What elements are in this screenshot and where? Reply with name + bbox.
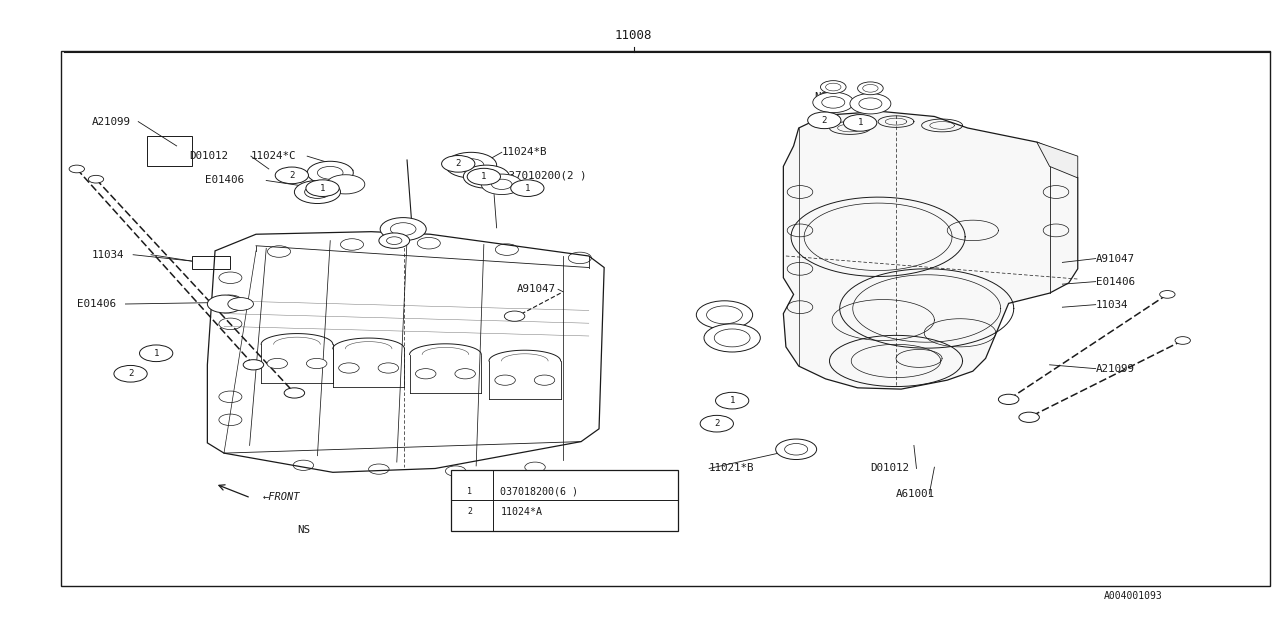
Text: E01406: E01406: [77, 299, 115, 309]
Circle shape: [1160, 291, 1175, 298]
Text: ←FRONT: ←FRONT: [262, 492, 300, 502]
Circle shape: [379, 233, 410, 248]
Circle shape: [696, 301, 753, 329]
Text: A91047: A91047: [1096, 253, 1134, 264]
Polygon shape: [1037, 142, 1078, 178]
Circle shape: [284, 388, 305, 398]
Circle shape: [820, 81, 846, 93]
Circle shape: [1175, 337, 1190, 344]
Text: 11024*B: 11024*B: [502, 147, 548, 157]
Text: 11034: 11034: [1096, 300, 1128, 310]
Circle shape: [207, 295, 243, 313]
Bar: [61, 51, 1270, 586]
Circle shape: [858, 82, 883, 95]
Circle shape: [511, 180, 544, 196]
Text: E01406: E01406: [1096, 276, 1134, 287]
Text: E01406: E01406: [205, 175, 243, 186]
Circle shape: [416, 369, 436, 379]
Text: 2: 2: [456, 159, 461, 168]
Bar: [147, 136, 192, 166]
Text: 1: 1: [154, 349, 159, 358]
Circle shape: [88, 175, 104, 183]
Circle shape: [454, 369, 475, 379]
Circle shape: [534, 375, 554, 385]
Text: 1: 1: [730, 396, 735, 405]
Circle shape: [306, 180, 339, 196]
Circle shape: [275, 167, 308, 184]
Circle shape: [378, 363, 398, 373]
Circle shape: [1019, 412, 1039, 422]
Circle shape: [456, 484, 484, 499]
Text: 1: 1: [481, 172, 486, 181]
Text: D01012: D01012: [870, 463, 909, 474]
Text: 037010200(2 ): 037010200(2 ): [502, 170, 586, 180]
Circle shape: [307, 161, 353, 184]
Text: A61001: A61001: [896, 489, 934, 499]
Text: A21099: A21099: [92, 116, 131, 127]
Circle shape: [228, 298, 253, 310]
Text: 1: 1: [858, 118, 863, 127]
Circle shape: [716, 392, 749, 409]
Circle shape: [69, 165, 84, 173]
Circle shape: [294, 180, 340, 204]
Circle shape: [243, 360, 264, 370]
Circle shape: [380, 218, 426, 241]
Text: 11024*A: 11024*A: [500, 507, 543, 517]
Text: 2: 2: [289, 171, 294, 180]
Circle shape: [339, 363, 360, 373]
Circle shape: [850, 93, 891, 114]
Bar: [451, 470, 678, 531]
Text: 2: 2: [822, 116, 827, 125]
Circle shape: [326, 175, 365, 194]
Text: 1: 1: [320, 184, 325, 193]
Bar: [192, 256, 230, 269]
Text: 2: 2: [128, 369, 133, 378]
Text: 11024*C: 11024*C: [251, 151, 297, 161]
Circle shape: [813, 92, 854, 113]
Text: 11021*B: 11021*B: [709, 463, 755, 474]
Circle shape: [268, 358, 288, 369]
Circle shape: [776, 439, 817, 460]
Text: 2: 2: [467, 508, 472, 516]
Text: 11034: 11034: [92, 250, 124, 260]
Text: D01012: D01012: [189, 151, 228, 161]
Text: 11008: 11008: [614, 29, 653, 42]
Circle shape: [140, 345, 173, 362]
Circle shape: [808, 112, 841, 129]
Polygon shape: [783, 111, 1078, 389]
Circle shape: [495, 375, 516, 385]
Text: 037018200(6 ): 037018200(6 ): [500, 486, 579, 497]
Circle shape: [704, 324, 760, 352]
Circle shape: [456, 505, 484, 519]
Circle shape: [504, 311, 525, 321]
Text: 1: 1: [525, 184, 530, 193]
Circle shape: [700, 415, 733, 432]
Text: A21099: A21099: [1096, 364, 1134, 374]
Text: 2: 2: [714, 419, 719, 428]
Text: NS: NS: [297, 525, 310, 535]
Text: A004001093: A004001093: [1103, 591, 1162, 602]
Circle shape: [114, 365, 147, 382]
Circle shape: [998, 394, 1019, 404]
Circle shape: [481, 174, 522, 195]
Circle shape: [844, 115, 877, 131]
Circle shape: [463, 165, 509, 188]
Text: 1: 1: [467, 487, 472, 496]
Circle shape: [306, 358, 326, 369]
Circle shape: [442, 156, 475, 172]
Circle shape: [467, 168, 500, 185]
Circle shape: [445, 152, 497, 178]
Text: A91047: A91047: [517, 284, 556, 294]
Text: NS: NS: [814, 92, 827, 102]
